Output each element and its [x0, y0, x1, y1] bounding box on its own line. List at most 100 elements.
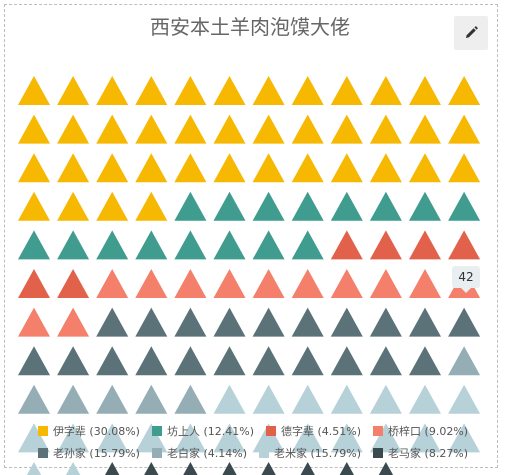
triangle-mark-老马家[interactable] — [292, 462, 324, 475]
triangle-mark-伊字辈[interactable] — [57, 153, 90, 183]
triangle-mark-老孙家[interactable] — [369, 307, 402, 337]
triangle-mark-坊上人[interactable] — [174, 230, 207, 260]
triangle-mark-桥梓口[interactable] — [213, 269, 246, 298]
triangle-mark-伊字辈[interactable] — [96, 114, 129, 144]
triangle-mark-伊字辈[interactable] — [135, 76, 168, 105]
legend-item[interactable]: 坊上人 (12.41%) — [151, 423, 254, 439]
triangle-mark-伊字辈[interactable] — [330, 153, 363, 183]
triangle-mark-老米家[interactable] — [330, 384, 363, 414]
triangle-mark-老孙家[interactable] — [252, 307, 285, 337]
triangle-mark-老米家[interactable] — [448, 384, 481, 414]
triangle-mark-伊字辈[interactable] — [135, 114, 168, 144]
triangle-mark-伊字辈[interactable] — [252, 114, 285, 144]
triangle-mark-坊上人[interactable] — [409, 191, 441, 221]
triangle-mark-老孙家[interactable] — [448, 307, 481, 337]
triangle-mark-伊字辈[interactable] — [96, 76, 129, 105]
triangle-mark-伊字辈[interactable] — [213, 153, 246, 183]
triangle-mark-老白家[interactable] — [135, 384, 168, 414]
triangle-mark-老孙家[interactable] — [291, 307, 324, 337]
triangle-mark-老孙家[interactable] — [213, 307, 246, 337]
triangle-mark-坊上人[interactable] — [57, 230, 90, 260]
edit-button[interactable] — [454, 16, 488, 50]
triangle-mark-老孙家[interactable] — [330, 307, 363, 337]
triangle-mark-老米家[interactable] — [330, 423, 363, 453]
triangle-mark-德字辈[interactable] — [330, 230, 363, 260]
triangle-mark-伊字辈[interactable] — [409, 114, 441, 144]
triangle-mark-伊字辈[interactable] — [213, 114, 246, 144]
triangle-mark-伊字辈[interactable] — [57, 76, 90, 105]
triangle-mark-桥梓口[interactable] — [57, 307, 90, 337]
triangle-mark-伊字辈[interactable] — [213, 76, 246, 105]
triangle-mark-桥梓口[interactable] — [174, 269, 207, 298]
triangle-mark-老米家[interactable] — [252, 384, 285, 414]
triangle-mark-老孙家[interactable] — [135, 346, 168, 376]
triangle-mark-伊字辈[interactable] — [291, 114, 324, 144]
triangle-mark-老米家[interactable] — [291, 384, 324, 414]
triangle-mark-老米家[interactable] — [213, 423, 246, 453]
triangle-mark-坊上人[interactable] — [291, 230, 324, 260]
triangle-mark-伊字辈[interactable] — [18, 153, 50, 183]
triangle-mark-老孙家[interactable] — [409, 346, 441, 376]
triangle-mark-坊上人[interactable] — [213, 230, 246, 260]
triangle-mark-伊字辈[interactable] — [174, 153, 207, 183]
triangle-mark-伊字辈[interactable] — [174, 76, 207, 105]
triangle-mark-坊上人[interactable] — [448, 191, 481, 221]
triangle-mark-伊字辈[interactable] — [409, 76, 441, 105]
triangle-mark-伊字辈[interactable] — [18, 76, 50, 105]
triangle-mark-坊上人[interactable] — [252, 230, 285, 260]
triangle-mark-老孙家[interactable] — [252, 346, 285, 376]
triangle-mark-老孙家[interactable] — [409, 307, 441, 337]
triangle-mark-伊字辈[interactable] — [291, 153, 324, 183]
legend-item[interactable]: 老孙家 (15.79%) — [37, 445, 140, 461]
triangle-mark-老米家[interactable] — [252, 423, 285, 453]
legend-item[interactable]: 老白家 (4.14%) — [151, 445, 247, 461]
triangle-mark-老孙家[interactable] — [330, 346, 363, 376]
triangle-mark-德字辈[interactable] — [57, 269, 90, 298]
triangle-mark-伊字辈[interactable] — [96, 153, 129, 183]
triangle-mark-德字辈[interactable] — [369, 230, 402, 260]
triangle-mark-老白家[interactable] — [18, 384, 50, 414]
triangle-mark-老米家[interactable] — [409, 423, 441, 453]
triangle-mark-伊字辈[interactable] — [18, 191, 50, 221]
triangle-mark-老孙家[interactable] — [57, 346, 90, 376]
triangle-mark-坊上人[interactable] — [252, 191, 285, 221]
triangle-mark-伊字辈[interactable] — [448, 114, 481, 144]
triangle-mark-德字辈[interactable] — [448, 230, 481, 260]
triangle-mark-桥梓口[interactable] — [330, 269, 363, 298]
triangle-mark-老孙家[interactable] — [135, 307, 168, 337]
triangle-mark-伊字辈[interactable] — [135, 191, 168, 221]
triangle-mark-德字辈[interactable] — [409, 230, 441, 260]
triangle-mark-伊字辈[interactable] — [448, 153, 481, 183]
legend-item[interactable]: 德字辈 (4.51%) — [266, 423, 361, 439]
legend-item[interactable]: 桥梓口 (9.02%) — [373, 423, 468, 439]
triangle-mark-老孙家[interactable] — [174, 346, 207, 376]
triangle-mark-老白家[interactable] — [448, 346, 481, 376]
triangle-mark-坊上人[interactable] — [96, 230, 129, 260]
triangle-mark-桥梓口[interactable] — [18, 307, 50, 337]
triangle-mark-坊上人[interactable] — [330, 191, 363, 221]
triangle-mark-老米家[interactable] — [448, 423, 481, 453]
triangle-mark-伊字辈[interactable] — [448, 76, 481, 105]
triangle-mark-坊上人[interactable] — [291, 191, 324, 221]
triangle-mark-老孙家[interactable] — [369, 346, 402, 376]
triangle-mark-桥梓口[interactable] — [409, 269, 441, 298]
triangle-mark-伊字辈[interactable] — [369, 76, 402, 105]
triangle-mark-老米家[interactable] — [409, 384, 441, 414]
triangle-mark-桥梓口[interactable] — [96, 269, 129, 298]
triangle-mark-老米家[interactable] — [369, 423, 402, 453]
legend-item[interactable]: 老马家 (8.27%) — [373, 445, 468, 461]
triangle-mark-老马家[interactable] — [214, 462, 246, 475]
triangle-mark-老孙家[interactable] — [213, 346, 246, 376]
triangle-mark-伊字辈[interactable] — [252, 153, 285, 183]
triangle-mark-坊上人[interactable] — [135, 230, 168, 260]
triangle-mark-老马家[interactable] — [331, 462, 363, 475]
triangle-mark-老马家[interactable] — [370, 462, 402, 475]
triangle-mark-老马家[interactable] — [253, 462, 285, 475]
triangle-mark-伊字辈[interactable] — [57, 114, 90, 144]
triangle-mark-老米家[interactable] — [369, 384, 402, 414]
triangle-mark-老孙家[interactable] — [18, 346, 50, 376]
triangle-mark-伊字辈[interactable] — [291, 76, 324, 105]
triangle-mark-老米家[interactable] — [18, 423, 50, 453]
triangle-mark-桥梓口[interactable] — [135, 269, 168, 298]
triangle-mark-老米家[interactable] — [174, 423, 207, 453]
